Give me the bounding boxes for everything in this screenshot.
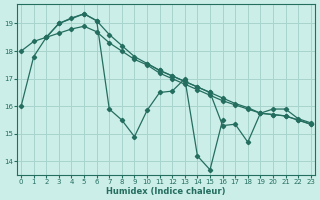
X-axis label: Humidex (Indice chaleur): Humidex (Indice chaleur) [106,187,226,196]
